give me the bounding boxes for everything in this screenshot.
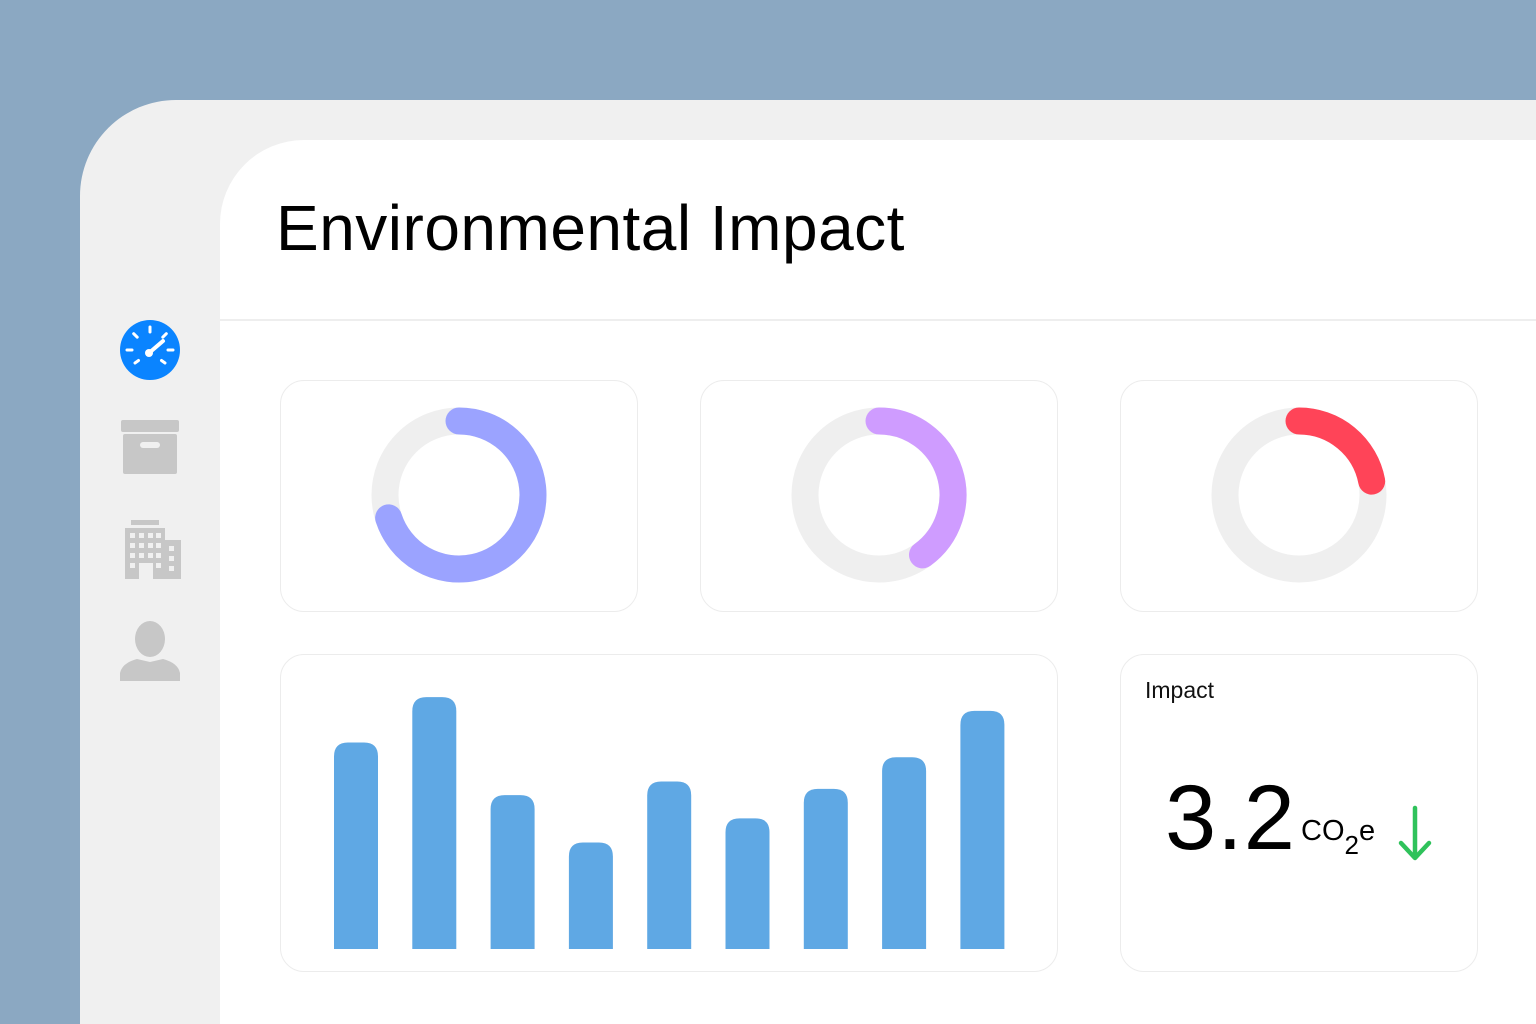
sidebar xyxy=(80,100,220,1024)
bar[interactable] xyxy=(725,818,770,949)
donut-chart xyxy=(1211,407,1387,583)
bar[interactable] xyxy=(803,788,848,949)
impact-unit-subscript: 2 xyxy=(1344,830,1359,860)
bar[interactable] xyxy=(882,757,927,949)
page-title: Environmental Impact xyxy=(276,192,905,264)
bar[interactable] xyxy=(960,710,1005,949)
impact-unit: CO2e xyxy=(1301,815,1376,860)
impact-unit-tail: e xyxy=(1358,815,1376,847)
impact-card[interactable]: Impact 3.2 CO2e xyxy=(1120,654,1478,972)
donut-arc xyxy=(865,407,967,569)
sidebar-item-archive[interactable] xyxy=(118,415,182,479)
speedometer-icon xyxy=(120,320,180,380)
main-content: Environmental Impact Impact xyxy=(220,140,1536,1024)
sidebar-item-buildings[interactable] xyxy=(118,517,182,581)
donut-arc xyxy=(375,407,547,583)
bar-chart-card[interactable] xyxy=(280,654,1058,972)
app-window: Environmental Impact Impact xyxy=(80,100,1536,1024)
bar[interactable] xyxy=(647,781,692,949)
donut-card[interactable] xyxy=(280,380,638,612)
donut-chart xyxy=(791,407,967,583)
building-icon xyxy=(125,520,181,579)
bar[interactable] xyxy=(490,795,535,949)
donut-card[interactable] xyxy=(700,380,1058,612)
sidebar-item-profile[interactable] xyxy=(118,618,182,682)
impact-label: Impact xyxy=(1145,677,1215,703)
impact-unit-main: CO xyxy=(1301,815,1345,847)
donut-card[interactable] xyxy=(1120,380,1478,612)
header-divider xyxy=(220,319,1536,321)
sidebar-item-dashboard[interactable] xyxy=(118,318,182,382)
bar-chart xyxy=(334,697,1005,949)
person-icon xyxy=(120,621,180,681)
donut-chart xyxy=(371,407,547,583)
donut-arc xyxy=(1285,407,1386,495)
arrow-down-icon xyxy=(1398,805,1432,861)
archive-box-icon xyxy=(121,420,179,474)
bar[interactable] xyxy=(568,842,613,949)
bar[interactable] xyxy=(334,742,378,949)
impact-value: 3.2 xyxy=(1165,767,1296,869)
impact-metric: 3.2 CO2e xyxy=(1165,763,1465,873)
bar[interactable] xyxy=(412,697,457,949)
